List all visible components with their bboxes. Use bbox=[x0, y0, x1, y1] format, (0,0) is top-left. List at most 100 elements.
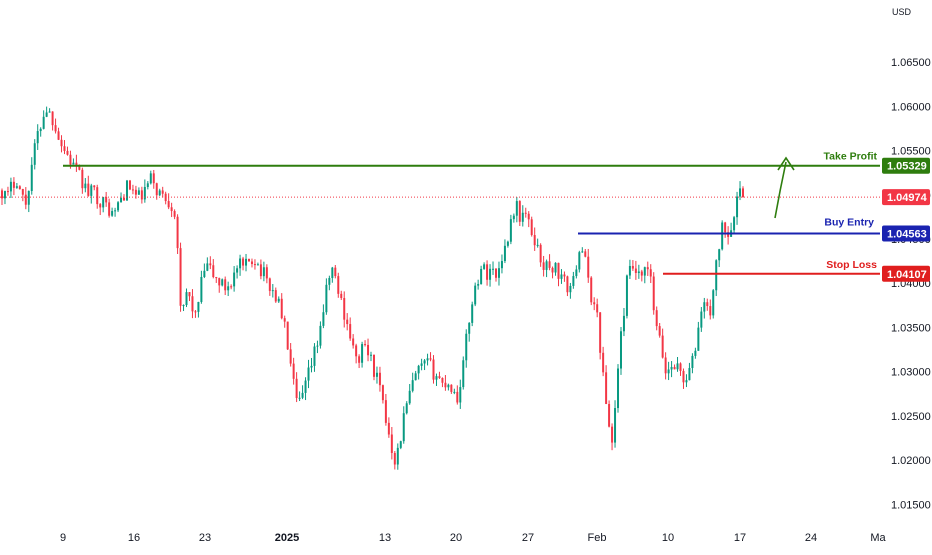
candle-body bbox=[36, 131, 39, 144]
candle-body bbox=[444, 382, 447, 388]
candle-body bbox=[117, 202, 120, 211]
candle-body bbox=[212, 265, 215, 278]
candle-body bbox=[566, 276, 569, 293]
candle-body bbox=[161, 190, 164, 194]
candle-body bbox=[268, 278, 271, 291]
candle-body bbox=[548, 261, 551, 268]
candle-body bbox=[718, 249, 721, 261]
candle-body bbox=[346, 319, 349, 325]
candle-body bbox=[602, 352, 605, 373]
candle-body bbox=[512, 215, 515, 220]
candle-body bbox=[575, 269, 578, 277]
x-tick-label: 27 bbox=[522, 532, 534, 544]
candle-body bbox=[423, 360, 426, 364]
take-profit-price-tag bbox=[882, 157, 930, 174]
candle-body bbox=[137, 190, 140, 195]
candle-body bbox=[128, 180, 131, 190]
candle-body bbox=[325, 284, 328, 313]
candle-body bbox=[45, 112, 48, 117]
candle-body bbox=[569, 285, 572, 293]
candle-body bbox=[170, 207, 173, 212]
candle-body bbox=[233, 272, 236, 287]
candle-body bbox=[399, 441, 402, 448]
candle-body bbox=[185, 292, 188, 306]
y-tick-label: 1.02000 bbox=[891, 455, 931, 467]
candle-body bbox=[420, 363, 423, 366]
candle-body bbox=[590, 277, 593, 303]
candle-body bbox=[426, 358, 429, 361]
candle-body bbox=[715, 260, 718, 291]
candle-body bbox=[358, 356, 361, 363]
candle-body bbox=[599, 312, 602, 353]
x-tick-label: 9 bbox=[60, 532, 66, 544]
candle-body bbox=[378, 372, 381, 386]
x-tick-label: 16 bbox=[128, 532, 140, 544]
candle-body bbox=[727, 232, 730, 237]
candle-body bbox=[182, 305, 185, 307]
candle-body bbox=[492, 268, 495, 270]
candle-body bbox=[405, 403, 408, 414]
candle-body bbox=[667, 369, 670, 374]
price-axis[interactable]: USD 1.065001.060001.055001.050001.045001… bbox=[891, 7, 931, 511]
candle-body bbox=[39, 128, 42, 132]
candle-body bbox=[310, 365, 313, 368]
candle-body bbox=[622, 315, 625, 332]
candle-body bbox=[298, 397, 301, 399]
y-tick-label: 1.01500 bbox=[891, 499, 931, 511]
candle-body bbox=[334, 267, 337, 277]
candle-body bbox=[352, 338, 355, 346]
candle-body bbox=[319, 325, 322, 346]
candle-body bbox=[197, 301, 200, 312]
candle-body bbox=[387, 422, 390, 435]
candle-body bbox=[474, 285, 477, 305]
candle-body bbox=[742, 188, 744, 198]
candle-body bbox=[542, 262, 545, 270]
candle-body bbox=[90, 185, 93, 196]
candle-body bbox=[605, 372, 608, 405]
candle-body bbox=[495, 268, 497, 278]
candle-body bbox=[390, 434, 393, 453]
candle-body bbox=[486, 264, 489, 280]
candle-body bbox=[123, 197, 126, 201]
candle-body bbox=[646, 267, 649, 270]
take-profit-price-text: 1.05329 bbox=[887, 161, 927, 173]
current-price-text: 1.04974 bbox=[887, 192, 928, 204]
candle-body bbox=[649, 269, 652, 277]
candle-body bbox=[709, 306, 712, 316]
candle-body bbox=[643, 267, 646, 276]
candle-body bbox=[465, 333, 468, 361]
candle-body bbox=[125, 180, 128, 201]
candle-body bbox=[322, 312, 325, 326]
candle-body bbox=[99, 204, 102, 208]
x-tick-label: 13 bbox=[379, 532, 391, 544]
candle-body bbox=[221, 279, 224, 286]
candle-body bbox=[146, 183, 149, 187]
candle-body bbox=[703, 302, 706, 312]
candle-body bbox=[200, 276, 203, 302]
candle-body bbox=[60, 139, 63, 147]
candle-body bbox=[578, 252, 581, 270]
candle-body bbox=[242, 258, 245, 266]
candle-body bbox=[3, 191, 6, 199]
candle-body bbox=[521, 212, 524, 222]
candle-body bbox=[224, 279, 227, 291]
candle-body bbox=[84, 183, 87, 189]
candle-body bbox=[66, 150, 69, 155]
candle-body bbox=[483, 264, 486, 269]
candle-body bbox=[218, 278, 221, 286]
candle-body bbox=[271, 290, 274, 292]
candle-body bbox=[173, 211, 176, 217]
x-tick-label: 10 bbox=[662, 532, 674, 544]
candle-body bbox=[515, 201, 518, 216]
time-axis[interactable]: 9 16 23 2025 13 20 27 Feb 10 17 24 Ma bbox=[60, 532, 887, 544]
candle-body bbox=[337, 276, 340, 294]
candle-body bbox=[248, 258, 250, 262]
candle-body bbox=[596, 304, 599, 313]
candle-body bbox=[250, 261, 253, 265]
candle-body bbox=[304, 380, 307, 393]
candle-body bbox=[274, 290, 277, 302]
buy-entry-price-tag bbox=[882, 225, 930, 242]
candle-body bbox=[54, 125, 57, 132]
candle-body bbox=[625, 275, 628, 316]
